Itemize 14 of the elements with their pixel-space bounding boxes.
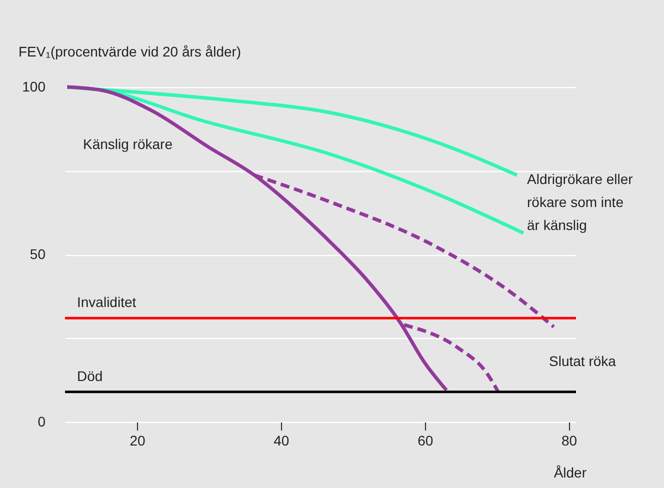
y-axis-title: FEV₁(procentvärde vid 20 års ålder)	[18, 44, 242, 60]
x-tick-label: 80	[562, 432, 578, 448]
annotation: Känslig rökare	[83, 136, 173, 152]
ref-line-label: Död	[77, 368, 103, 384]
y-tick-label: 50	[30, 246, 46, 262]
x-tick-label: 60	[418, 432, 434, 448]
annotation: Slutat röka	[549, 353, 616, 369]
x-tick-label: 40	[274, 432, 290, 448]
y-tick-label: 0	[38, 414, 46, 430]
annotation: Aldrigrökare eller rökare som inte är känslig	[527, 171, 634, 233]
y-tick-label: 100	[22, 78, 46, 94]
x-tick-label: 20	[130, 432, 146, 448]
ref-line-label: Invaliditet	[77, 294, 136, 310]
x-axis-title: Ålder	[554, 464, 587, 480]
